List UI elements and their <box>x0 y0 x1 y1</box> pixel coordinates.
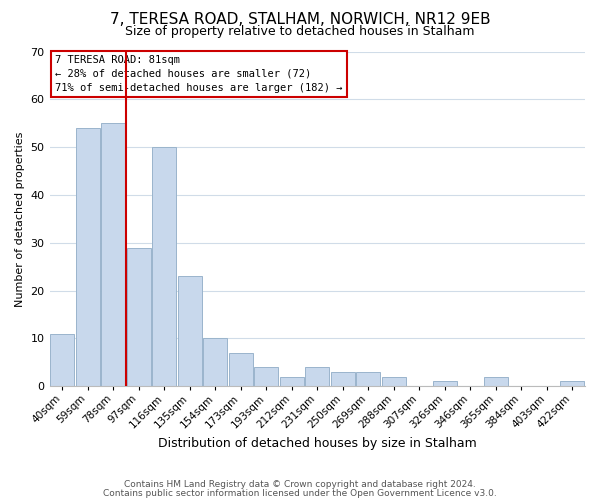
X-axis label: Distribution of detached houses by size in Stalham: Distribution of detached houses by size … <box>158 437 476 450</box>
Bar <box>433 382 457 386</box>
Bar <box>331 372 355 386</box>
Bar <box>382 376 406 386</box>
Text: Contains public sector information licensed under the Open Government Licence v3: Contains public sector information licen… <box>103 488 497 498</box>
Bar <box>127 248 151 386</box>
Bar <box>101 123 125 386</box>
Bar <box>356 372 380 386</box>
Bar <box>560 382 584 386</box>
Bar <box>229 353 253 386</box>
Bar <box>280 376 304 386</box>
Text: 7, TERESA ROAD, STALHAM, NORWICH, NR12 9EB: 7, TERESA ROAD, STALHAM, NORWICH, NR12 9… <box>110 12 490 28</box>
Bar <box>203 338 227 386</box>
Bar <box>152 147 176 386</box>
Y-axis label: Number of detached properties: Number of detached properties <box>15 131 25 306</box>
Bar <box>305 367 329 386</box>
Bar <box>254 367 278 386</box>
Bar <box>76 128 100 386</box>
Text: Contains HM Land Registry data © Crown copyright and database right 2024.: Contains HM Land Registry data © Crown c… <box>124 480 476 489</box>
Text: Size of property relative to detached houses in Stalham: Size of property relative to detached ho… <box>125 25 475 38</box>
Text: 7 TERESA ROAD: 81sqm
← 28% of detached houses are smaller (72)
71% of semi-detac: 7 TERESA ROAD: 81sqm ← 28% of detached h… <box>55 55 343 93</box>
Bar <box>178 276 202 386</box>
Bar <box>50 334 74 386</box>
Bar <box>484 376 508 386</box>
